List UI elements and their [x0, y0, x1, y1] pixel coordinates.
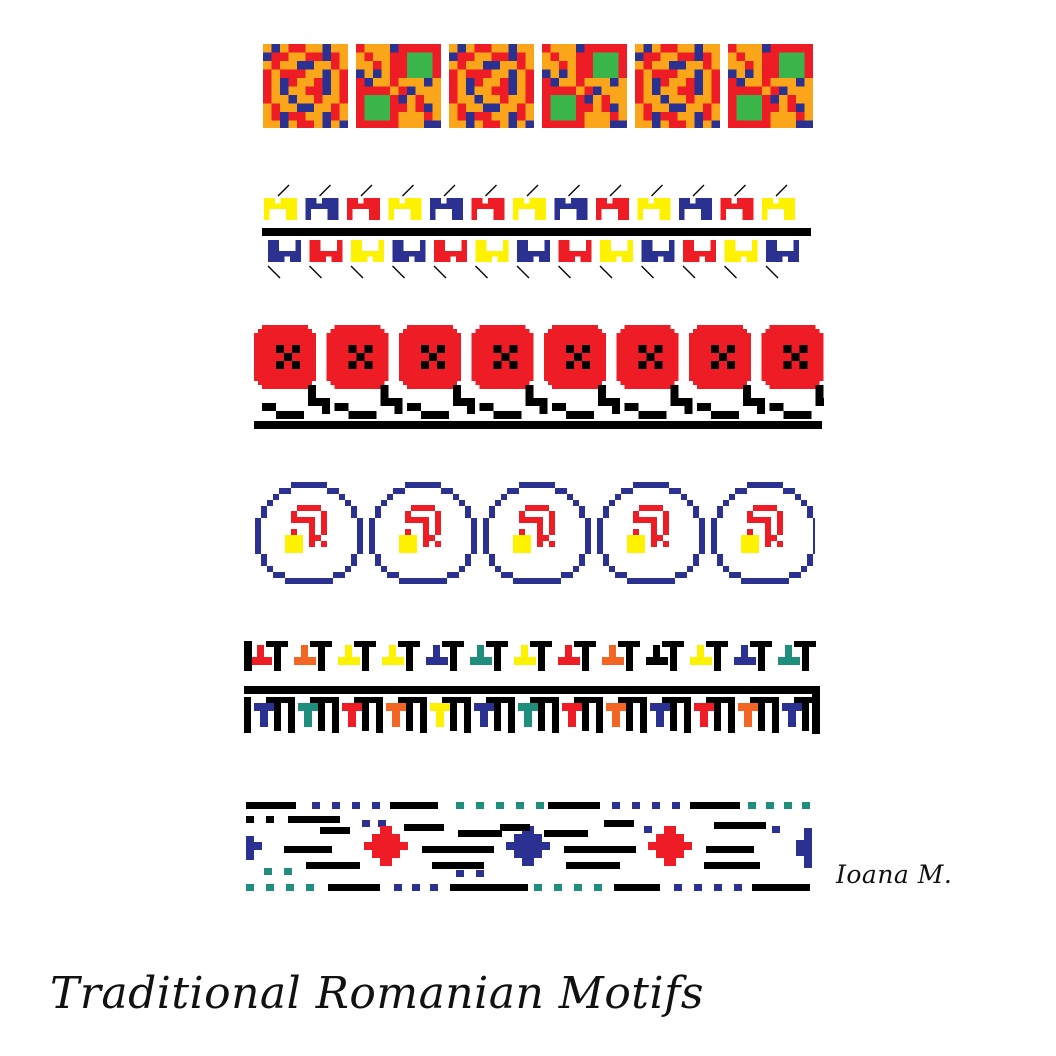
page-title: Traditional Romanian Motifs — [50, 968, 704, 1019]
motif-band-t-ladder — [244, 641, 820, 734]
motif-band-rosettes-meander — [254, 325, 824, 429]
motif-band-checkered-squares — [263, 44, 813, 128]
motif-band-dashes-diamonds — [246, 802, 812, 891]
artist-signature: Ioana M. — [836, 860, 953, 889]
motif-band-hooks — [262, 184, 811, 279]
motif-band-circles — [255, 482, 815, 584]
